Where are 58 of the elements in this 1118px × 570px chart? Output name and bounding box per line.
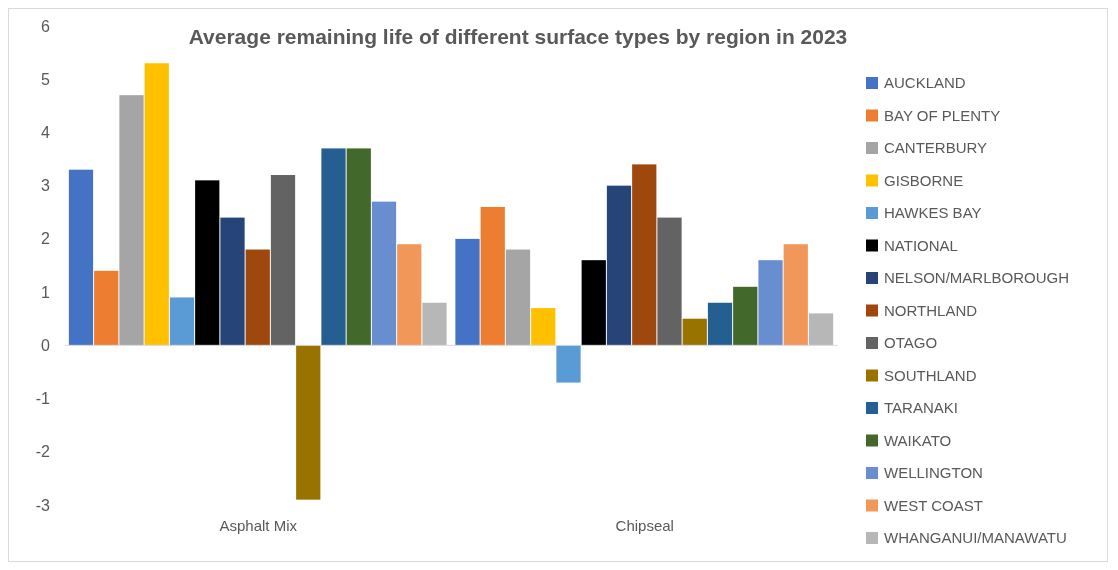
bar [707, 302, 733, 346]
y-tick-label: 5 [41, 70, 51, 88]
x-tick-label: Chipseal [615, 517, 674, 534]
bar [632, 164, 657, 346]
x-tick-label: Asphalt Mix [219, 517, 298, 534]
bar [296, 345, 321, 500]
bar [195, 180, 220, 346]
y-tick-label: 0 [41, 336, 51, 354]
legend-label: WAIKATO [884, 431, 952, 449]
chart-title: Average remaining life of different surface types by region in 2023 [188, 25, 848, 48]
legend-label: BAY OF PLENTY [884, 106, 1001, 124]
bar [455, 238, 480, 346]
bar [119, 95, 144, 346]
bar [682, 318, 707, 346]
bar [581, 260, 606, 346]
bar [169, 297, 195, 346]
legend-label: WEST COAST [884, 496, 983, 514]
bar [371, 201, 397, 346]
legend-label: WELLINGTON [884, 464, 983, 482]
y-tick-label: -1 [35, 390, 51, 408]
bar [808, 313, 834, 346]
bar [321, 148, 346, 346]
y-tick-label: 6 [41, 17, 51, 35]
bar [531, 308, 556, 346]
y-tick-label: 3 [41, 177, 51, 195]
bar [758, 260, 783, 346]
bar [144, 63, 169, 346]
legend-label: HAWKES BAY [884, 204, 982, 222]
bar [94, 270, 119, 346]
legend-label: SOUTHLAND [884, 366, 977, 384]
legend-label: NELSON/MARLBOROUGH [884, 269, 1070, 287]
legend-label: NORTHLAND [884, 301, 978, 319]
y-tick-label: 4 [41, 124, 51, 142]
bar [422, 302, 447, 346]
y-tick-label: -2 [35, 443, 51, 461]
legend-label: NATIONAL [884, 236, 958, 254]
y-tick-label: -3 [35, 496, 51, 514]
bar [245, 249, 270, 346]
y-tick-label: 2 [41, 230, 51, 248]
bar [733, 286, 758, 346]
bar [657, 217, 682, 346]
y-tick-label: 1 [41, 283, 51, 301]
bar [68, 169, 94, 346]
bar [480, 206, 505, 346]
bar [220, 217, 245, 346]
legend-label: GISBORNE [884, 171, 964, 189]
bar [783, 244, 808, 346]
bar [397, 244, 422, 346]
bar [346, 148, 371, 346]
legend-label: AUCKLAND [884, 74, 966, 92]
legend-label: CANTERBURY [884, 139, 988, 157]
bar [556, 345, 581, 383]
bar [505, 249, 531, 346]
bar [606, 185, 632, 346]
legend-label: TARANAKI [884, 399, 958, 417]
bar [270, 175, 296, 346]
legend-label: OTAGO [884, 334, 938, 352]
legend-label: WHANGANUI/MANAWATU [884, 529, 1067, 547]
